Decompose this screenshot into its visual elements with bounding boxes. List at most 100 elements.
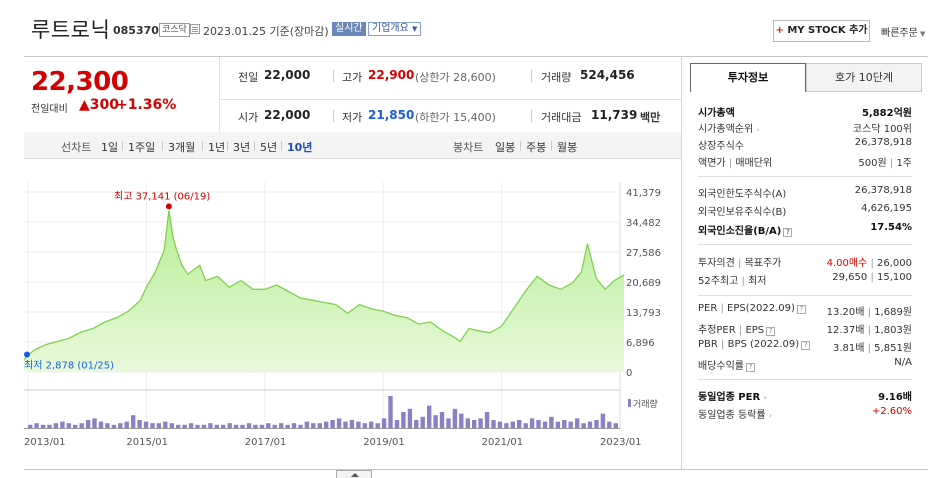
market-cap-rank-row[interactable]: 시가총액순위 › 코스닥 100위 — [698, 120, 912, 135]
sector-per-row[interactable]: 동일업종 PER › 9.16배 — [698, 388, 912, 403]
tab-order-book[interactable]: 호가 10단계 — [806, 63, 922, 92]
bps-value: 5,851원 — [874, 343, 912, 354]
volume-bar — [169, 423, 174, 428]
price-chart-svg: 41,379 34,482 27,586 20,689 13,793 6,896 0 최고 3… — [24, 182, 661, 448]
opinion-row: 투자의견 | 목표주가 4.00매수 | 26,000 — [698, 258, 912, 269]
foreign-hold-label: 외국인보유주식수(B) — [698, 207, 787, 218]
period-10y[interactable]: 10년 — [287, 141, 313, 154]
y-tick-label: 41,379 — [626, 188, 661, 199]
volume-bar — [272, 424, 277, 428]
amount-label: 거래대금 — [541, 111, 582, 124]
low-value: 21,850 — [368, 108, 415, 122]
help-icon[interactable]: ? — [801, 341, 811, 350]
sector-per-value: 9.16배 — [878, 392, 912, 403]
divider — [162, 141, 163, 151]
divider — [698, 176, 912, 177]
volume-bar — [394, 420, 400, 428]
market-cap-rank-label: 시가총액순위 — [698, 124, 754, 135]
period-1d[interactable]: 1일 — [101, 141, 119, 154]
volume-bar — [34, 423, 39, 428]
period-1w[interactable]: 1주일 — [128, 141, 156, 154]
candle-weekly[interactable]: 주봉 — [526, 141, 547, 154]
volume-bar — [53, 423, 59, 428]
open-label: 시가 — [238, 111, 259, 124]
volume-bar — [549, 416, 554, 428]
foreign-ratio-row: 외국인소진율(B/A)? 17.54% — [698, 222, 912, 237]
foreign-limit-label: 외국인한도주식수(A) — [698, 189, 787, 200]
volume-bar — [517, 420, 522, 428]
add-mystock-button[interactable]: + MY STOCK 추가 — [773, 20, 870, 42]
max-label: 최고 37,141 (06/19) — [114, 190, 210, 202]
volume-bar — [66, 423, 71, 428]
amount-unit: 백만 — [640, 111, 661, 124]
target-price-value: 26,000 — [877, 258, 912, 269]
candle-monthly[interactable]: 월봉 — [557, 141, 578, 154]
divider — [254, 141, 255, 151]
chevron-right-icon: › — [763, 393, 767, 402]
volume-bar — [459, 413, 464, 428]
volume-bar — [439, 412, 445, 428]
candle-daily[interactable]: 일봉 — [495, 141, 516, 154]
est-eps-label: EPS — [745, 325, 765, 336]
period-1y[interactable]: 1년 — [208, 141, 226, 154]
volume-bar — [324, 421, 329, 428]
divider — [520, 141, 521, 151]
sector-change-label: 동일업종 등락률 — [698, 410, 766, 421]
volume-bar — [47, 424, 52, 428]
volume-bar — [137, 420, 142, 428]
volume-bar — [298, 424, 303, 428]
period-3m[interactable]: 3개월 — [168, 141, 196, 154]
bps-label: BPS — [727, 339, 747, 350]
volume-bar — [304, 421, 310, 428]
realtime-badge[interactable]: 실시간 — [332, 22, 366, 36]
price-chart[interactable]: 41,379 34,482 27,586 20,689 13,793 6,896 0 최고 3… — [24, 164, 681, 464]
volume-bar — [478, 418, 483, 428]
sector-change-row[interactable]: 동일업종 등락률 › +2.60% — [698, 406, 912, 421]
stock-code: 085370 — [113, 24, 159, 37]
volume-bar — [336, 418, 342, 428]
volume-bar — [285, 424, 290, 428]
volume-bar — [581, 423, 586, 428]
volume-bar — [491, 420, 496, 428]
volume-bar — [388, 396, 393, 428]
chart-expand-handle[interactable] — [336, 470, 372, 478]
candle-chart-label: 봉차트 — [453, 141, 484, 154]
divider — [698, 379, 912, 380]
week52-low-label: 최저 — [748, 276, 767, 287]
shares-row: 상장주식수 26,378,918 — [698, 137, 912, 152]
shares-label: 상장주식수 — [698, 141, 744, 152]
volume-bar — [607, 421, 612, 428]
volume-bar — [73, 424, 78, 428]
par-value: 500원 — [858, 158, 887, 169]
market-cap-label: 시가총액 — [698, 108, 735, 119]
trade-unit-value: 1주 — [896, 158, 912, 169]
help-icon[interactable]: ? — [746, 363, 755, 372]
period-5y[interactable]: 5년 — [260, 141, 278, 154]
volume-bar — [131, 415, 136, 428]
quick-order-dropdown[interactable]: 빠른주문 ▼ — [881, 24, 925, 39]
period-3y[interactable]: 3년 — [233, 141, 251, 154]
volume-bar — [420, 416, 425, 428]
foreign-limit-value: 26,378,918 — [854, 185, 912, 196]
prev-close-label: 전일 — [238, 71, 259, 84]
par-value-row: 액면가 | 매매단위 500원 | 1주 — [698, 158, 912, 169]
volume-bar — [259, 424, 265, 428]
trade-unit-label: 매매단위 — [735, 158, 773, 169]
dividend-value: N/A — [894, 357, 912, 368]
pbr-period: (2022.09) — [750, 339, 800, 350]
volume-bar — [85, 420, 91, 428]
company-info-dropdown[interactable]: 기업개요 ▼ — [368, 22, 422, 36]
per-row: PER | EPS(2022.09)? 13.20배 | 1,689원 — [698, 303, 912, 318]
help-icon[interactable]: ? — [783, 228, 793, 237]
volume-bar — [369, 421, 374, 428]
tab-investment-info[interactable]: 투자정보 — [690, 63, 806, 92]
foreign-ratio-label: 외국인소진율(B/A) — [698, 226, 782, 237]
volume-bar — [381, 418, 387, 428]
par-label: 액면가 — [698, 158, 726, 169]
volume-bar — [575, 418, 580, 428]
chart-controls: 선차트 1일 1주일 3개월 1년 3년 5년 10년 봉차트 일봉 주봉 월봉 — [24, 132, 682, 159]
price-area — [24, 210, 625, 372]
help-icon[interactable]: ? — [796, 305, 806, 314]
help-icon[interactable]: ? — [766, 327, 776, 336]
volume-bar — [214, 424, 219, 428]
